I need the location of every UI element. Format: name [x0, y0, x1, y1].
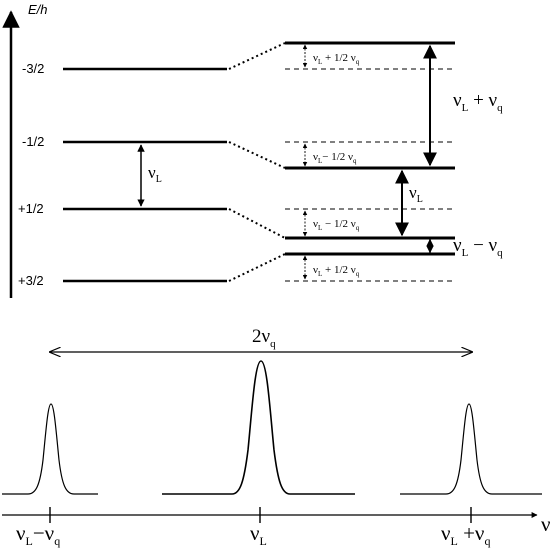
- frequency-axis-label: ν: [541, 512, 551, 536]
- spectrum-peak-central: [162, 360, 355, 495]
- spectrum-peak-low: [2, 403, 98, 495]
- shift-label-bottom: νL + 1/2 νq: [313, 264, 360, 278]
- transition-label-central: νL: [409, 183, 423, 205]
- tick-label-central: νL: [250, 521, 267, 548]
- shift-label-mid-lower: νL − 1/2 νq: [313, 218, 360, 232]
- transition-label-lower: νL − νq: [453, 235, 503, 259]
- spin-label: +3/2: [18, 273, 44, 288]
- spectrum-peak-high: [400, 403, 542, 495]
- tick-label-low: νL−νq: [16, 521, 60, 548]
- connector-dotted: [228, 208, 286, 239]
- connector-dotted: [228, 253, 286, 282]
- connector-dotted: [228, 141, 286, 169]
- spin-label: -3/2: [22, 61, 44, 76]
- splitting-label: 2νq: [252, 326, 276, 350]
- shift-label-top: νL + 1/2 νq: [313, 52, 360, 66]
- transition-label-left: νL: [148, 163, 162, 185]
- shift-label-mid-upper: νL− 1/2 νq: [313, 151, 357, 165]
- spin-label: +1/2: [18, 201, 44, 216]
- tick-label-high: νL +νq: [441, 521, 490, 548]
- connector-dotted: [228, 42, 286, 70]
- energy-axis-label: E/h: [28, 2, 48, 17]
- transition-label-upper: νL + νq: [453, 90, 503, 114]
- spin-label: -1/2: [22, 134, 44, 149]
